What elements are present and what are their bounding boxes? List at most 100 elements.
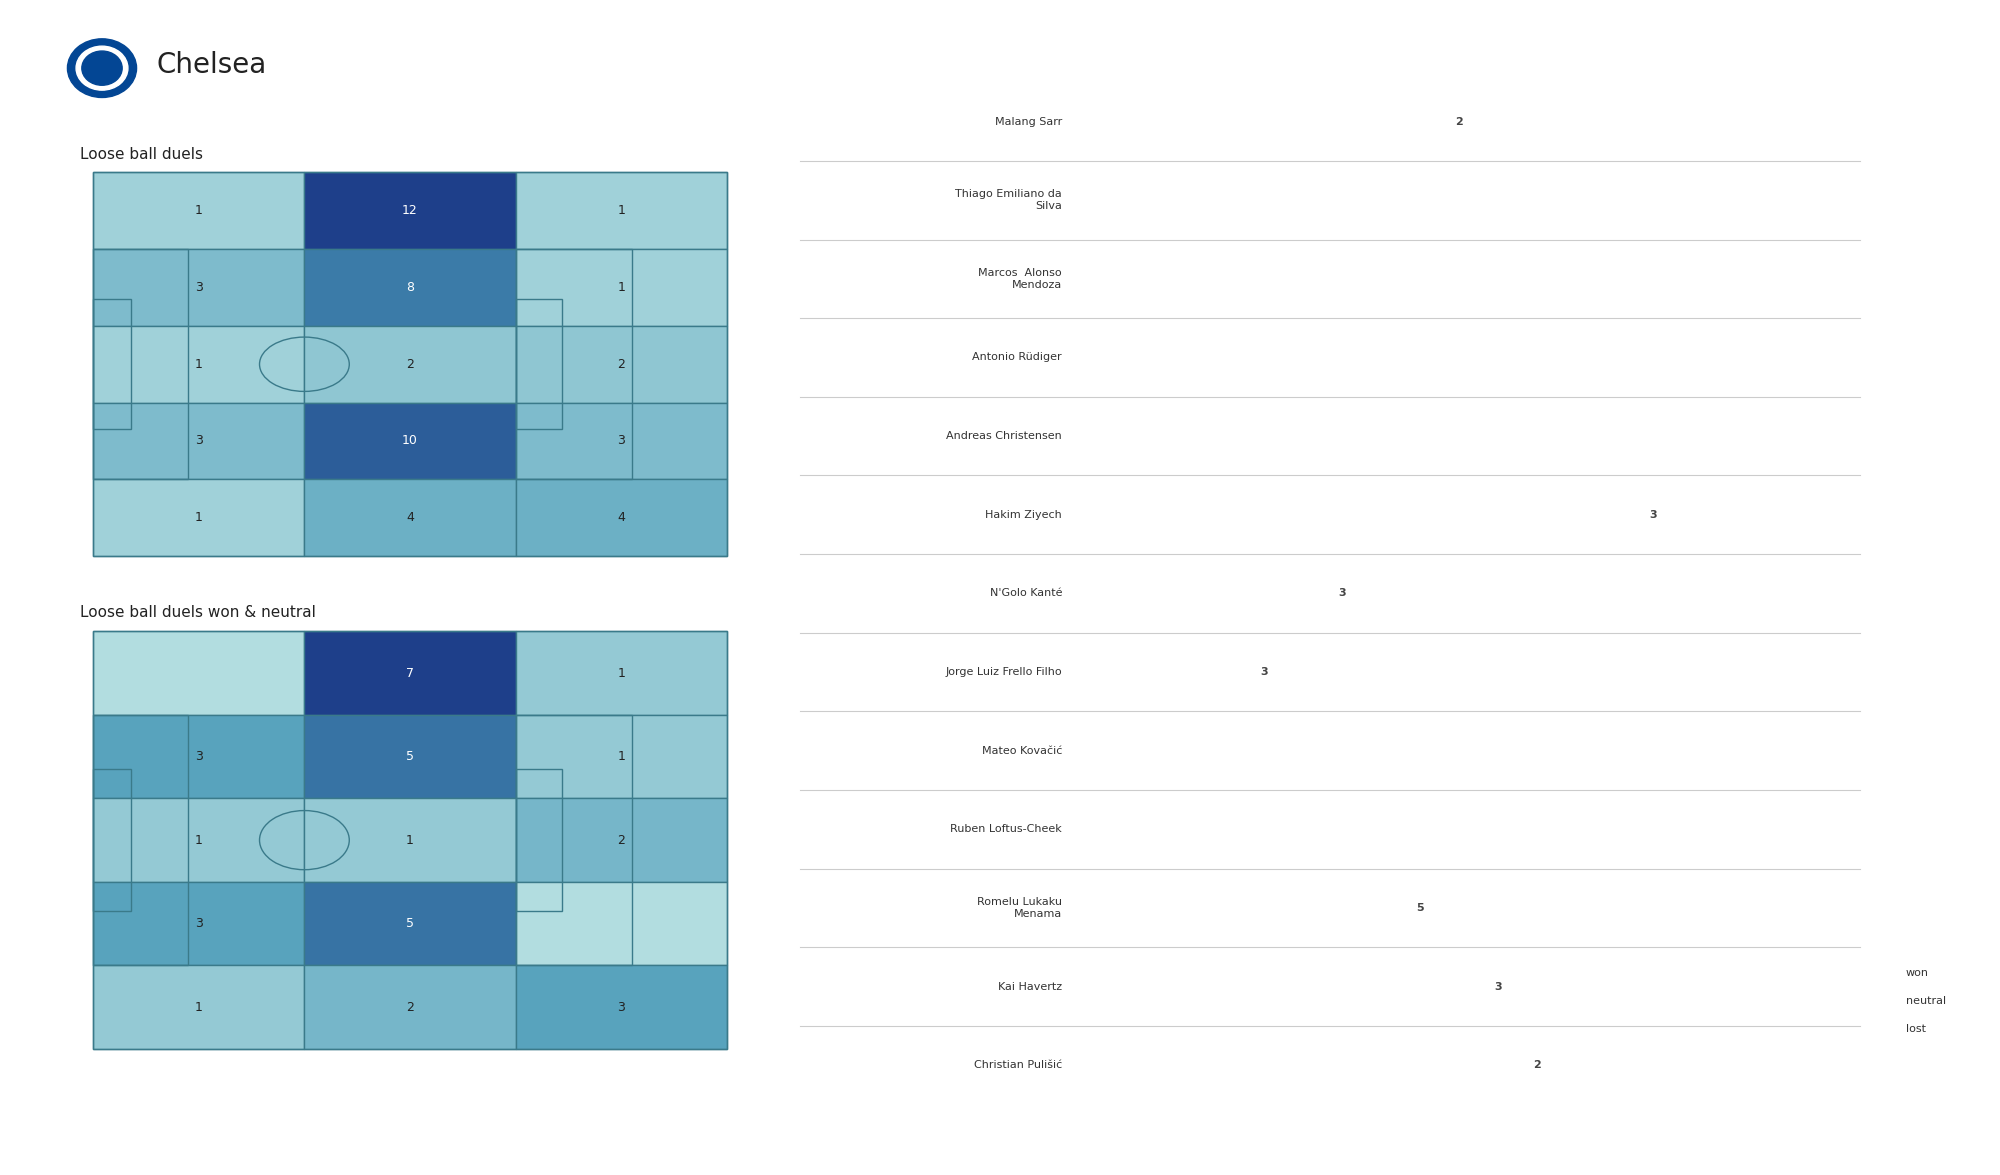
Text: 2: 2	[618, 833, 626, 847]
Text: 1: 1	[1338, 116, 1346, 127]
Bar	[516, 882, 726, 966]
Text: Andreas Christensen: Andreas Christensen	[946, 431, 1062, 441]
Bar	[94, 966, 304, 1049]
Bar	[516, 714, 726, 798]
Text: 4: 4	[618, 511, 626, 524]
Text: 3: 3	[194, 435, 202, 448]
Text: 1: 1	[1182, 589, 1190, 598]
Text: 2: 2	[1456, 510, 1462, 519]
Bar	[516, 798, 726, 882]
Text: Chelsea: Chelsea	[156, 51, 266, 79]
Bar	[94, 325, 304, 403]
Text: Mateo Kovačić: Mateo Kovačić	[982, 746, 1062, 756]
Text: 4: 4	[1222, 981, 1230, 992]
Text: 4: 4	[406, 511, 414, 524]
Bar	[516, 249, 726, 325]
Text: 1: 1	[1106, 667, 1112, 677]
Text: Hakim Ziyech: Hakim Ziyech	[986, 510, 1062, 519]
Text: 3: 3	[1650, 510, 1658, 519]
Text: 3: 3	[1260, 667, 1268, 677]
Bar	[94, 300, 132, 429]
Text: 1: 1	[194, 204, 202, 217]
Text: N'Golo Kanté: N'Golo Kanté	[990, 589, 1062, 598]
Text: 1: 1	[1106, 746, 1112, 756]
Text: 12: 12	[402, 204, 418, 217]
Text: 1: 1	[194, 511, 202, 524]
Bar	[304, 882, 516, 966]
Text: 1: 1	[618, 204, 626, 217]
Text: 2: 2	[406, 357, 414, 371]
Bar	[94, 798, 304, 882]
Text: 2: 2	[1144, 352, 1152, 362]
Text: won: won	[1906, 968, 1930, 978]
Bar	[304, 714, 516, 798]
Bar	[94, 882, 304, 966]
Bar	[516, 173, 726, 249]
Bar	[304, 479, 516, 556]
Circle shape	[82, 51, 122, 86]
Bar	[94, 403, 304, 479]
Circle shape	[68, 39, 136, 98]
Text: Romelu Lukaku
Menama: Romelu Lukaku Menama	[976, 898, 1062, 919]
Text: Thiago Emiliano da
Silva: Thiago Emiliano da Silva	[956, 189, 1062, 212]
Text: 2: 2	[1532, 1060, 1540, 1070]
Bar	[94, 770, 132, 911]
Text: 3: 3	[1338, 1060, 1346, 1070]
Text: 1: 1	[194, 357, 202, 371]
Bar	[304, 173, 516, 249]
Bar	[516, 714, 632, 966]
Bar	[94, 249, 188, 479]
Bar	[304, 966, 516, 1049]
Text: 4: 4	[1222, 510, 1230, 519]
Text: 2: 2	[618, 357, 626, 371]
Bar	[516, 966, 726, 1049]
Text: 1: 1	[194, 833, 202, 847]
Text: 1: 1	[1182, 746, 1190, 756]
Text: 3: 3	[1338, 589, 1346, 598]
Text: Loose ball duels won & neutral: Loose ball duels won & neutral	[80, 605, 316, 620]
Text: 1: 1	[1106, 589, 1112, 598]
Text: 3: 3	[618, 1001, 626, 1014]
Text: 5: 5	[406, 918, 414, 931]
Text: 2: 2	[406, 1001, 414, 1014]
Text: Kai Havertz: Kai Havertz	[998, 981, 1062, 992]
Text: 2: 2	[1144, 274, 1152, 284]
Text: 3: 3	[194, 281, 202, 294]
Text: 3: 3	[194, 750, 202, 763]
Bar	[304, 249, 516, 325]
Text: 1: 1	[1106, 825, 1112, 834]
Bar	[516, 249, 632, 479]
Text: 3: 3	[1182, 116, 1190, 127]
Text: Jorge Luiz Frello Filho: Jorge Luiz Frello Filho	[946, 667, 1062, 677]
Text: neutral: neutral	[1906, 996, 1946, 1006]
Text: 8: 8	[406, 281, 414, 294]
Bar	[94, 479, 304, 556]
Bar	[94, 173, 304, 249]
Text: Marcos  Alonso
Mendoza: Marcos Alonso Mendoza	[978, 268, 1062, 289]
Bar	[304, 325, 516, 403]
Text: 3: 3	[618, 435, 626, 448]
Text: 1: 1	[618, 750, 626, 763]
Bar	[94, 631, 304, 714]
Bar	[304, 798, 516, 882]
Text: lost: lost	[1906, 1025, 1926, 1034]
Text: Loose ball duels: Loose ball duels	[80, 147, 204, 162]
Bar	[304, 403, 516, 479]
Text: 10: 10	[402, 435, 418, 448]
Text: 2: 2	[1456, 116, 1462, 127]
Text: 5: 5	[406, 750, 414, 763]
Text: Ruben Loftus-Cheek: Ruben Loftus-Cheek	[950, 825, 1062, 834]
Text: 1: 1	[406, 833, 414, 847]
Text: 3: 3	[194, 918, 202, 931]
Bar	[94, 249, 304, 325]
Text: 3: 3	[1494, 981, 1502, 992]
Circle shape	[76, 46, 128, 90]
Text: 1: 1	[1106, 431, 1112, 441]
Text: 7: 7	[406, 666, 414, 679]
Bar	[516, 631, 726, 714]
Bar	[516, 325, 726, 403]
Bar	[516, 300, 562, 429]
Bar	[94, 714, 188, 966]
Text: 1: 1	[618, 666, 626, 679]
Text: Malang Sarr: Malang Sarr	[994, 116, 1062, 127]
